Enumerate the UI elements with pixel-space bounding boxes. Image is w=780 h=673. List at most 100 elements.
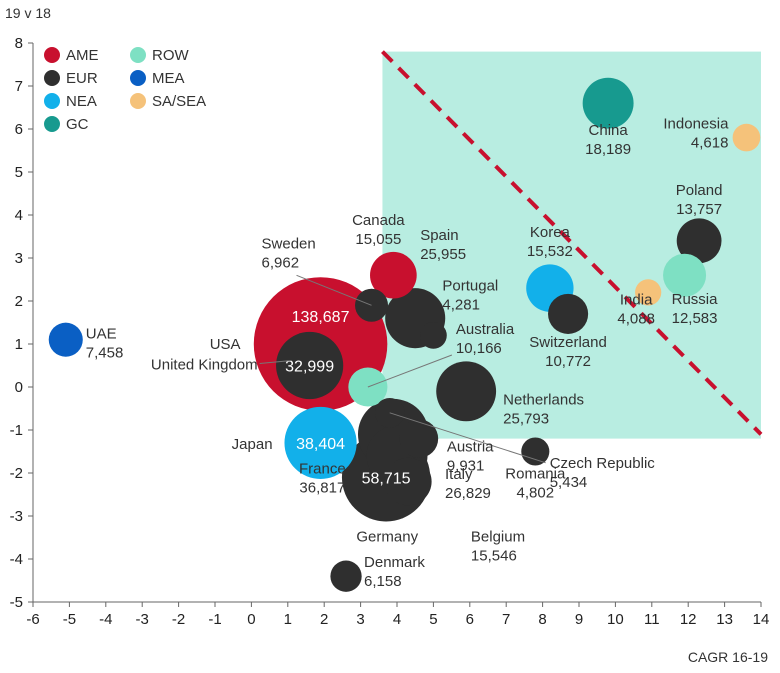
- x-tick-label: 1: [284, 611, 292, 628]
- y-tick-label: -2: [10, 465, 23, 482]
- bubble-china: [582, 77, 634, 129]
- legend-label-sa-sea: SA/SEA: [152, 93, 206, 110]
- x-tick-label: 9: [575, 611, 583, 628]
- bubble-netherlands: [436, 361, 497, 422]
- y-axis-label: 19 v 18: [5, 5, 51, 21]
- label-netherlands: Netherlands 25,793: [503, 391, 584, 427]
- x-tick-label: -3: [136, 611, 149, 628]
- label-czech-republic: Czech Republic 5,434: [550, 455, 656, 491]
- label-spain: Spain 25,955: [420, 227, 466, 263]
- y-tick-label: -4: [10, 551, 23, 568]
- x-tick-label: 12: [680, 611, 697, 628]
- label-russia: Russia 12,583: [672, 291, 719, 327]
- label-belgium: Belgium 15,546: [471, 529, 525, 565]
- bubble-poland: [676, 218, 722, 264]
- y-tick-label: 8: [15, 35, 23, 52]
- x-tick-label: 7: [502, 611, 510, 628]
- label-portugal: Portugal 4,281: [442, 277, 498, 313]
- y-tick-label: 7: [15, 78, 23, 95]
- bubble-portugal: [420, 322, 447, 349]
- label-china: China 18,189: [585, 122, 631, 158]
- legend-swatch-eur: [44, 70, 60, 86]
- label-australia: Australia 10,166: [456, 321, 515, 357]
- label-canada: Canada 15,055: [352, 212, 405, 248]
- x-tick-label: -5: [63, 611, 76, 628]
- x-tick-label: 6: [466, 611, 474, 628]
- x-tick-label: -6: [26, 611, 39, 628]
- label-india: India 4,088: [617, 291, 655, 327]
- bubble-denmark: [330, 560, 362, 592]
- y-tick-label: -5: [10, 594, 23, 611]
- x-axis-label: CAGR 16-19: [688, 649, 768, 665]
- bubble-russia: [663, 253, 707, 297]
- x-tick-label: 10: [607, 611, 624, 628]
- value-label-usa: 138,687: [292, 309, 350, 326]
- y-tick-label: 2: [15, 293, 23, 310]
- x-tick-label: 14: [753, 611, 770, 628]
- bubble-romania: [521, 437, 550, 466]
- plot-area: -6 -5 -4 -3 -2 -1 0 1 2 3 4 5 6 7 8 9 10 11 12 13 1487654321…: [10, 35, 770, 628]
- bubble-japan: [284, 406, 357, 479]
- name-label-japan: Japan: [232, 436, 273, 453]
- label-romania: Romania 4,802: [505, 466, 566, 502]
- x-tick-label: 4: [393, 611, 401, 628]
- x-tick-label: 5: [429, 611, 437, 628]
- legend-label-nea: NEA: [66, 93, 97, 110]
- legend: AME ROW EUR MEA NEA SA/SEA GC: [44, 47, 206, 133]
- leader-line: [259, 360, 292, 364]
- bubble-belgium: [384, 457, 432, 506]
- x-tick-label: 3: [356, 611, 364, 628]
- legend-swatch-ame: [44, 47, 60, 63]
- name-label-usa: USA: [210, 336, 241, 353]
- x-tick-label: 8: [538, 611, 546, 628]
- bubble-canada: [370, 251, 417, 299]
- bubble-indonesia: [732, 123, 761, 152]
- label-korea: Korea 15,532: [527, 224, 573, 260]
- leader-line: [367, 354, 453, 388]
- x-tick-label: 11: [644, 611, 660, 628]
- x-tick-label: 0: [247, 611, 255, 628]
- label-switzerland: Switzerland 10,772: [529, 334, 607, 370]
- legend-swatch-gc: [44, 116, 60, 132]
- legend-label-gc: GC: [66, 116, 89, 133]
- y-tick-label: 5: [15, 164, 23, 181]
- label-france: France 36,817: [299, 460, 346, 496]
- legend-label-ame: AME: [66, 47, 99, 64]
- y-tick-label: 4: [15, 207, 23, 224]
- leader-line: [389, 412, 546, 464]
- legend-swatch-sa-sea: [130, 93, 146, 109]
- x-tick-label: -2: [172, 611, 185, 628]
- legend-label-row: ROW: [152, 47, 190, 64]
- bubble-uae: [48, 322, 83, 357]
- legend-label-eur: EUR: [66, 70, 98, 87]
- label-uae: UAE 7,458: [86, 326, 124, 362]
- y-tick-label: 1: [15, 336, 23, 353]
- legend-swatch-nea: [44, 93, 60, 109]
- label-italy: Italy 26,829: [445, 466, 491, 502]
- label-indonesia: Indonesia 4,618: [663, 116, 729, 152]
- bubble-india: [635, 279, 662, 306]
- x-tick-label: 2: [320, 611, 328, 628]
- value-label-germany: 58,715: [362, 470, 411, 487]
- bubble-austria: [399, 419, 439, 458]
- y-tick-label: 3: [15, 250, 23, 267]
- label-poland: Poland 13,757: [676, 182, 723, 218]
- name-label-germany: Germany: [356, 528, 418, 545]
- x-tick-label: -4: [99, 611, 112, 628]
- legend-label-mea: MEA: [152, 70, 185, 87]
- trend-line: [381, 50, 763, 436]
- value-label-japan: 38,404: [296, 436, 345, 453]
- label-sweden: Sweden 6,962: [262, 235, 316, 271]
- value-label-united-kingdom: 32,999: [285, 359, 334, 376]
- x-tick-label: 13: [716, 611, 733, 628]
- bubble-switzerland: [548, 293, 589, 334]
- y-tick-label: 0: [15, 379, 23, 396]
- y-tick-label: -1: [10, 422, 23, 439]
- y-tick-label: -3: [10, 508, 23, 525]
- legend-swatch-mea: [130, 70, 146, 86]
- legend-swatch-row: [130, 47, 146, 63]
- bubble-united-kingdom: [276, 331, 344, 400]
- leader-line: [296, 274, 372, 306]
- y-tick-label: 6: [15, 121, 23, 138]
